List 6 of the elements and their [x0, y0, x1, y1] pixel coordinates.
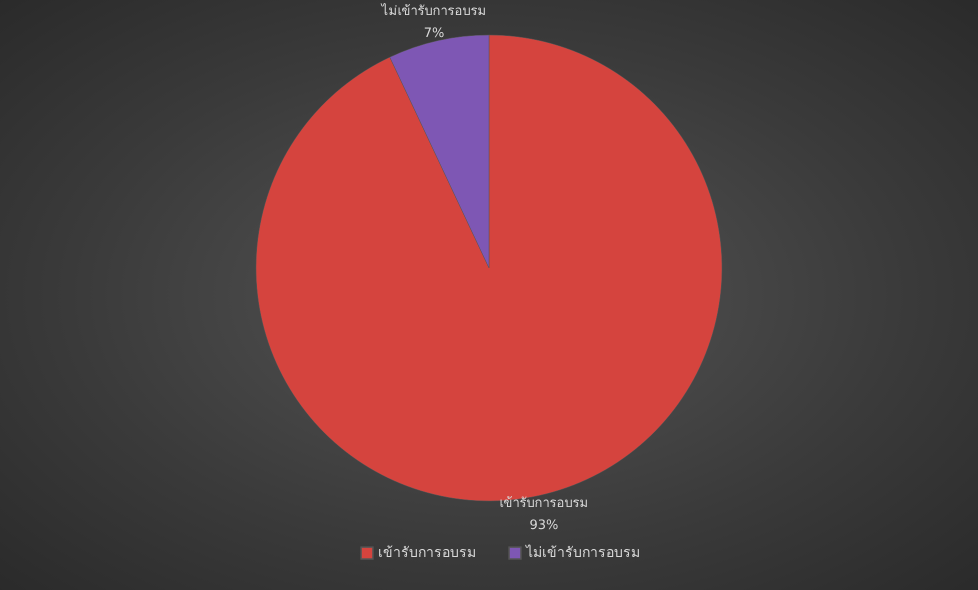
data-label: 7%: [424, 26, 444, 42]
legend-label: เข้ารับการอบรม: [378, 545, 476, 562]
legend-label: ไม่เข้ารับการอบรม: [525, 544, 640, 562]
slice-label: ไม่เข้ารับการอบรม: [380, 3, 487, 20]
slice-label: เข้ารับการอบรม: [499, 496, 588, 511]
data-label: 93%: [530, 518, 558, 533]
